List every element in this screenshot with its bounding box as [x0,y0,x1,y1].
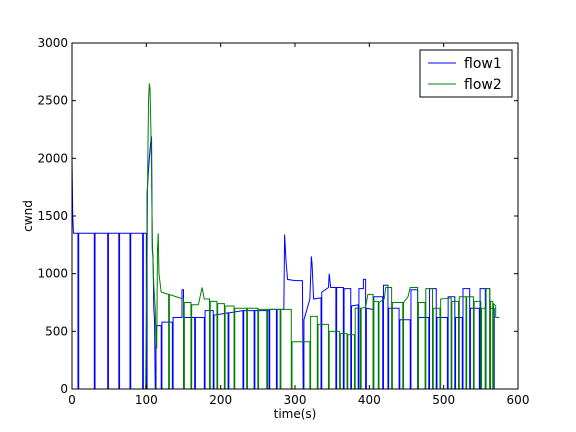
legend-box [419,49,513,98]
y-tick-label: 1000 [37,267,68,281]
legend-label-flow1: flow1 [464,56,502,72]
y-tick-label: 0 [60,382,68,396]
legend-label-flow2: flow2 [464,77,502,93]
y-tick-label: 2000 [37,151,68,165]
x-tick-label: 500 [432,393,455,407]
y-axis-label: cwnd [21,200,35,232]
x-tick-label: 400 [358,393,381,407]
series-layer [72,83,500,389]
x-tick-label: 200 [209,393,232,407]
series-line-flow2 [144,83,500,389]
y-tick-label: 500 [45,324,68,338]
y-tick-label: 1500 [37,209,68,223]
x-tick-label: 300 [284,393,307,407]
x-tick-label: 0 [68,393,76,407]
legend: flow1 flow2 [419,49,513,98]
x-axis-label: time(s) [274,407,317,421]
axis-ticks: 0 100 200 300 400 500 600 0 500 1000 1500 2000 2500 3… [37,36,529,407]
series-line-flow1 [72,136,495,389]
y-tick-label: 3000 [37,36,68,50]
y-tick-label: 2500 [37,94,68,108]
x-tick-label: 600 [507,393,530,407]
x-tick-label: 100 [135,393,158,407]
